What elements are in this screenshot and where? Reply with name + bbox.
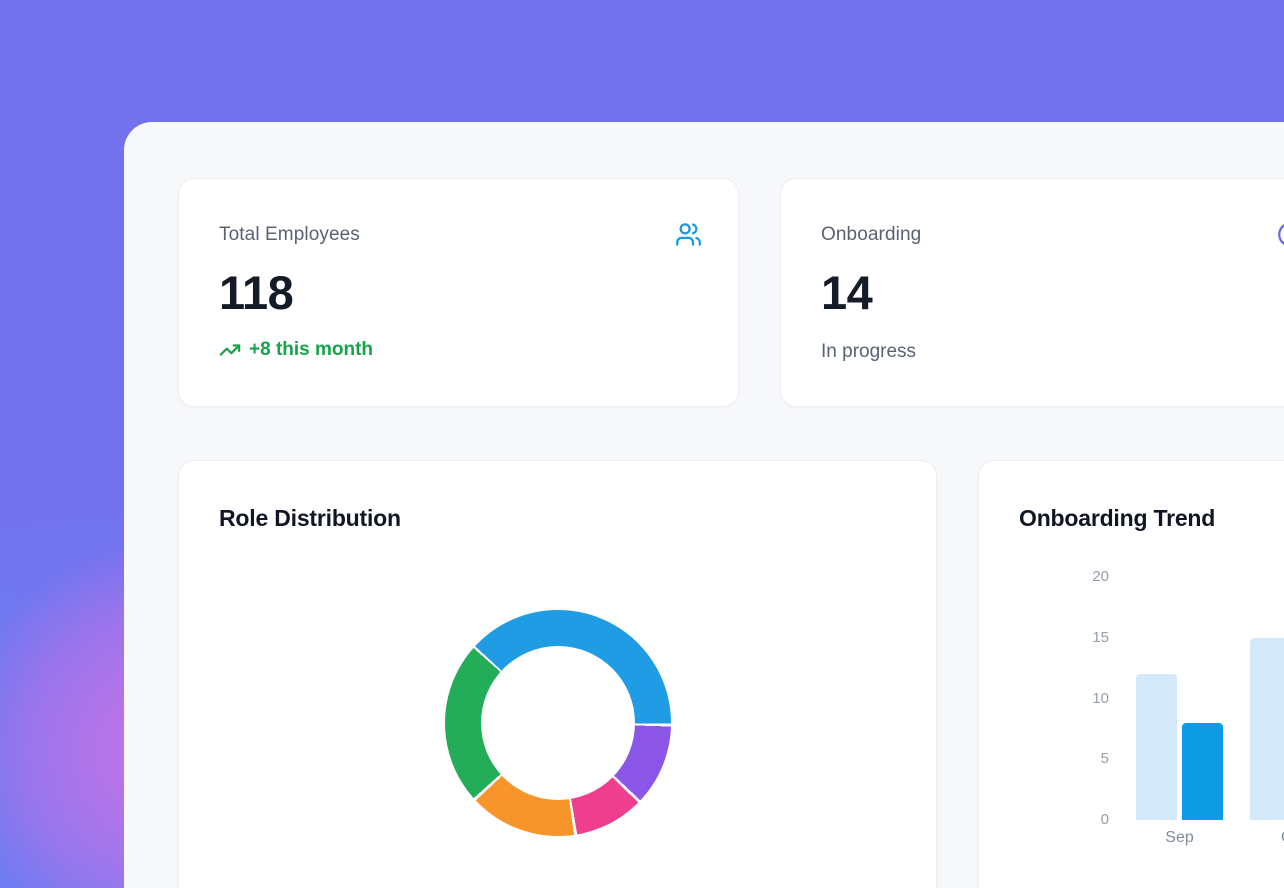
clock-icon (1277, 221, 1284, 248)
onboarding-trend-card: Onboarding Trend 0 5 10 15 20 Sep Oct (978, 460, 1284, 888)
trending-up-icon (219, 339, 241, 361)
role-distribution-donut-chart (445, 610, 671, 836)
role-distribution-card: Role Distribution (178, 460, 937, 888)
onboarding-trend-title: Onboarding Trend (1019, 505, 1216, 531)
total-employees-delta: +8 this month (219, 339, 373, 361)
y-axis-tick-label: 0 (1100, 811, 1109, 828)
x-axis-category-label: Oct (1254, 829, 1284, 847)
y-axis-tick-label: 20 (1092, 568, 1109, 585)
dashboard-panel: Total Employees 118 (124, 122, 1284, 888)
y-axis-tick-label: 5 (1100, 750, 1109, 768)
y-axis-tick-label: 10 (1092, 689, 1109, 707)
y-axis-tick-label: 15 (1092, 628, 1109, 646)
donut-hole (481, 646, 635, 800)
light-blue-series-bar (1250, 637, 1284, 820)
total-employees-card: Total Employees 118 (178, 178, 739, 407)
onboarding-value: 14 (821, 266, 873, 319)
users-icon (675, 221, 702, 248)
role-distribution-title: Role Distribution (219, 505, 401, 531)
dark-blue-series-bar (1182, 722, 1223, 820)
x-axis-category-label: Sep (1165, 829, 1194, 846)
onboarding-sub: In progress (821, 341, 917, 362)
light-blue-series-bar (1136, 674, 1177, 820)
total-employees-delta-text: +8 this month (249, 339, 374, 360)
onboarding-label: Onboarding (821, 223, 922, 245)
total-employees-label: Total Employees (219, 223, 360, 245)
onboarding-trend-bar-chart: 0 5 10 15 20 Sep Oct (979, 461, 1284, 888)
onboarding-card: Onboarding 14 In progress (780, 178, 1284, 407)
total-employees-value: 118 (219, 266, 294, 319)
